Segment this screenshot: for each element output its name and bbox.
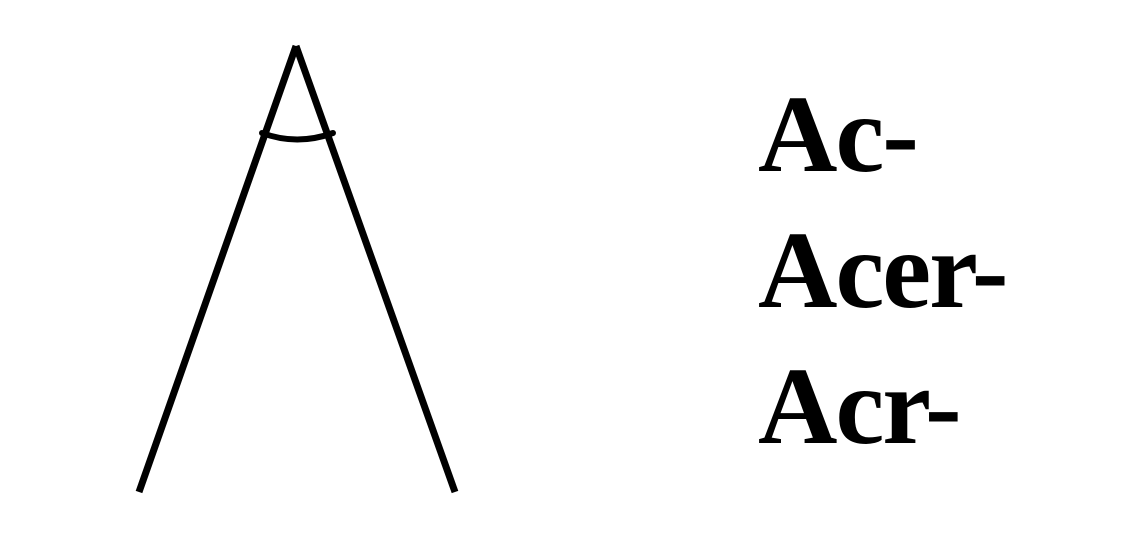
angle-right-ray [292, 44, 459, 494]
angle-left-ray [135, 44, 300, 494]
angle-arc [259, 130, 336, 143]
prefix-acer: Acer- [758, 209, 1008, 331]
prefix-ac: Ac- [758, 73, 919, 195]
prefix-acr: Acr- [758, 345, 962, 467]
prefix-list: Ac- Acer- Acr- [758, 66, 1078, 474]
